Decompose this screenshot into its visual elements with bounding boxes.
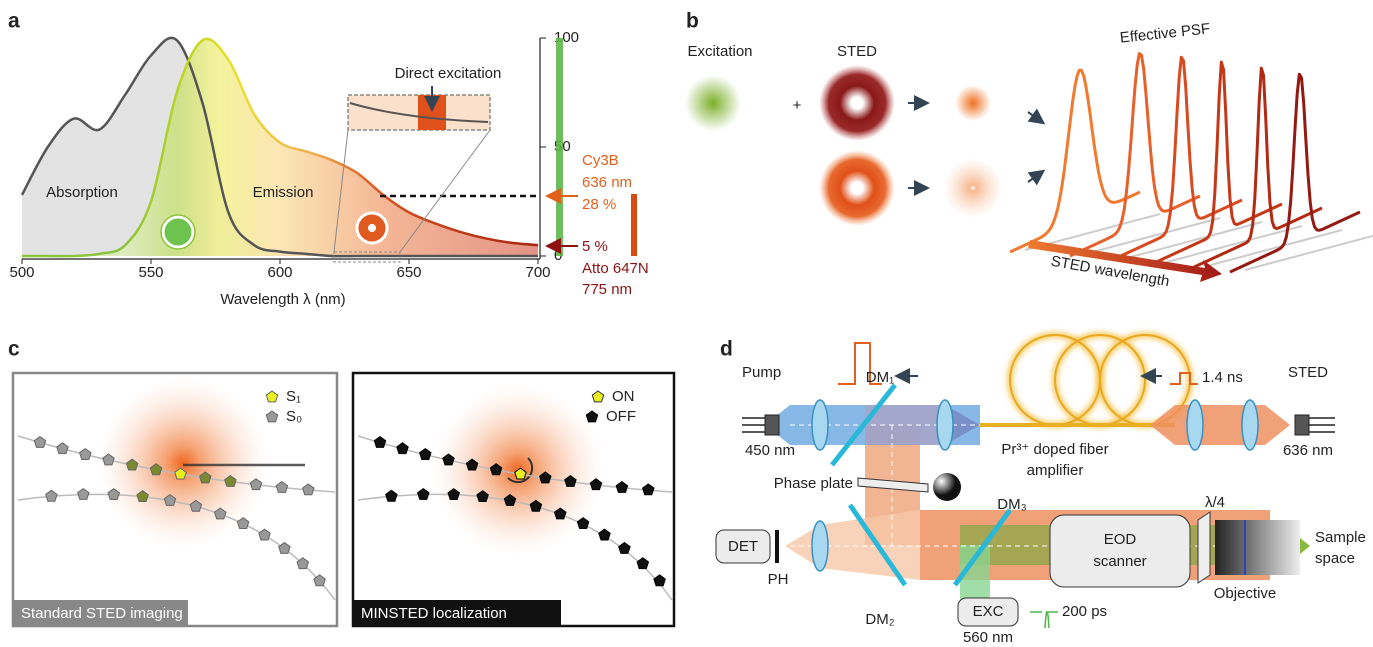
panel-label: c: [8, 338, 20, 361]
figure: a b c d Absorption Emission 500 550 600 650 70…: [0, 0, 1373, 647]
arrow: [1028, 172, 1042, 182]
panel-label: b: [686, 10, 699, 33]
focus: [1300, 538, 1310, 554]
arrow: [1028, 112, 1042, 122]
label: Pr³⁺ doped fiber: [1001, 441, 1108, 458]
caption: MINSTED localization: [361, 605, 507, 622]
lens: [937, 400, 953, 450]
psf-shadow: [1085, 218, 1220, 254]
panel-label: a: [8, 10, 20, 33]
det-beam: [785, 510, 920, 580]
label: Excitation: [687, 43, 752, 60]
psf-curve: [1070, 54, 1200, 256]
label: DET: [728, 538, 758, 555]
annotation: 28 %: [582, 196, 616, 213]
label: EXC: [973, 603, 1004, 620]
psf-plot: [1010, 54, 1373, 272]
excitation-psf: [685, 75, 741, 131]
label: PH: [768, 571, 789, 588]
sted-center: [368, 224, 376, 232]
pulse: [1030, 612, 1058, 629]
sted-band: [631, 194, 637, 256]
label: +: [793, 97, 802, 114]
legend-label: S₁: [286, 388, 301, 405]
x-tick-label: 500: [9, 264, 34, 281]
lens: [812, 521, 828, 571]
pinhole: [775, 530, 779, 563]
label: EOD: [1104, 531, 1137, 548]
excitation-spot: [163, 217, 193, 247]
x-axis-label: Wavelength λ (nm): [220, 291, 345, 308]
annotation: Atto 647N: [582, 260, 649, 277]
psf-shadow: [1167, 226, 1302, 262]
phase-pattern: [933, 473, 961, 501]
annotation: 636 nm: [582, 174, 632, 191]
label: Pump: [742, 364, 781, 381]
psf-shadow: [1207, 230, 1342, 266]
label: 1.4 ns: [1202, 369, 1243, 386]
label: Effective PSF: [1119, 20, 1211, 46]
label: 200 ps: [1062, 603, 1107, 620]
effective-spot: [943, 158, 1003, 218]
lens: [1187, 400, 1203, 450]
label: amplifier: [1027, 462, 1084, 479]
label: 450 nm: [745, 442, 795, 459]
lens: [812, 400, 828, 450]
sted-donut: [819, 65, 895, 141]
eod-scanner: [1050, 515, 1190, 587]
label: Objective: [1214, 585, 1277, 602]
label: scanner: [1093, 553, 1146, 570]
pulse: [1170, 373, 1198, 384]
objective: [1215, 520, 1300, 575]
annotation: 775 nm: [582, 281, 632, 298]
label: STED: [1288, 364, 1328, 381]
connector: [765, 415, 779, 435]
label: Sample: [1315, 529, 1366, 546]
label: 636 nm: [1283, 442, 1333, 459]
label: DM₃: [997, 496, 1026, 513]
excitation-band: [556, 38, 563, 256]
annotation: Cy3B: [582, 152, 619, 169]
psf-shadow: [1127, 222, 1262, 258]
legend-label: ON: [612, 388, 635, 405]
annotation: 5 %: [582, 238, 608, 255]
x-tick-label: 700: [525, 264, 550, 281]
series-label: Emission: [253, 184, 314, 201]
panel-label: d: [720, 338, 733, 361]
label: space: [1315, 550, 1355, 567]
label: DM₂: [865, 611, 894, 628]
panel-b: [685, 54, 1373, 282]
x-tick-label: 550: [138, 264, 163, 281]
sted-donut: [819, 150, 895, 226]
label: DM₁: [866, 369, 894, 386]
label: λ/4: [1205, 494, 1225, 511]
legend-label: S₀: [286, 408, 302, 425]
annotation: Direct excitation: [395, 65, 502, 82]
waveplate: [1198, 512, 1210, 583]
lens: [1242, 400, 1258, 450]
connector: [1295, 415, 1309, 435]
label: 560 nm: [963, 629, 1013, 646]
caption: Standard STED imaging: [21, 605, 183, 622]
label: Phase plate: [774, 475, 853, 492]
label: STED: [837, 43, 877, 60]
x-tick-label: 650: [396, 264, 421, 281]
series-label: Absorption: [46, 184, 118, 201]
effective-spot: [955, 85, 991, 121]
x-tick-label: 600: [267, 264, 292, 281]
legend-label: OFF: [606, 408, 636, 425]
